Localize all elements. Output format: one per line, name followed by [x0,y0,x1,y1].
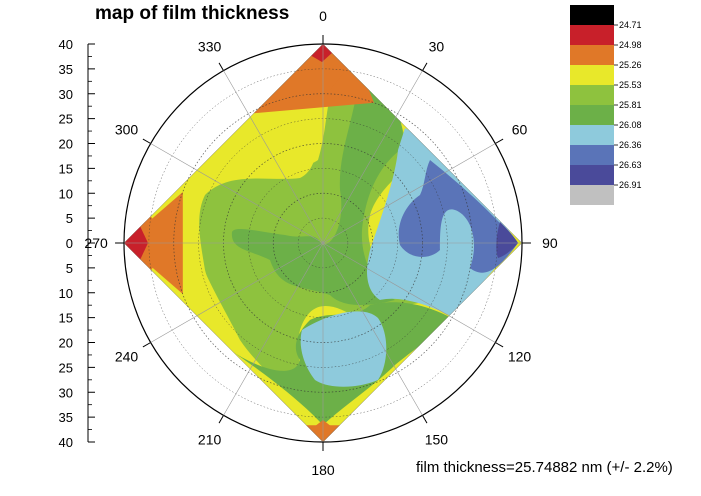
legend-swatch [570,125,614,145]
radial-tick-label: 25 [59,360,73,375]
radial-tick-label: 20 [59,336,73,351]
angular-tick [142,342,151,348]
angular-tick [495,342,504,348]
grid-spoke [223,70,324,244]
contour-edge-band-1 [248,44,374,114]
angular-tick-label: 30 [429,39,445,55]
angular-tick [142,138,151,144]
angular-tick-label: 240 [115,348,139,364]
radial-tick-label: 30 [59,87,73,102]
radial-tick-label: 5 [66,261,73,276]
radial-axis: 40 35 30 25 20 15 10 5 0 5 10 15 20 25 30 35 40 [59,37,95,450]
color-legend: 24.71 24.98 25.26 25.53 25.81 26.08 26.36 26.63… [570,5,642,205]
radial-tick-label: 15 [59,161,73,176]
legend-swatch [570,105,614,125]
region-blue-right [398,160,518,273]
grid-spoke [322,143,496,244]
radial-tick-label: 15 [59,311,73,326]
radial-tick-label: 40 [59,37,73,52]
radial-tick-label: 35 [59,62,73,77]
legend-label: 25.53 [619,80,642,90]
radial-tick-label: 10 [59,186,73,201]
region-yellow-left [160,90,323,360]
angular-tick-label: 90 [542,235,558,251]
angular-tick-label: 270 [84,235,108,251]
legend-swatch [570,25,614,45]
angular-tick-label: 60 [512,122,528,138]
angular-tick-label: 150 [425,432,449,448]
legend-label: 26.63 [619,160,642,170]
grid-spoke [322,242,423,416]
region-lightblue-lower [300,311,387,387]
legend-swatch [570,185,614,205]
sample-outline [124,44,522,442]
angular-tick-label: 210 [198,432,222,448]
angular-tick [218,62,224,71]
angular-tick-label: 300 [115,122,139,138]
radial-tick-label: 35 [59,410,73,425]
polar-grid [115,35,531,451]
radial-tick-label: 0 [66,236,73,251]
region-green-dark [231,70,404,305]
region-darkblue-edge [496,222,518,258]
angular-tick [422,415,428,424]
radial-tick-label: 40 [59,435,73,450]
legend-label: 25.26 [619,60,642,70]
legend-swatch [570,5,614,25]
film-thickness-readout: film thickness=25.74882 nm (+/- 2.2%) [416,459,673,476]
grid-spoke [322,70,423,244]
legend-label: 25.81 [619,100,642,110]
radial-tick-label: 25 [59,112,73,127]
radial-tick-label: 5 [66,211,73,226]
legend-swatch [570,145,614,165]
grid-spoke [322,242,496,343]
legend-label: 26.91 [619,180,642,190]
legend-label: 24.71 [619,20,642,30]
radial-tick-label: 30 [59,385,73,400]
angular-tick [218,415,224,424]
legend-label: 26.36 [619,140,642,150]
angular-tick [422,62,428,71]
radial-tick-label: 20 [59,137,73,152]
grid-spoke [150,242,324,343]
angular-tick-label: 0 [319,8,327,24]
angular-axis: 0 30 60 90 120 150 180 210 240 270 300 330 [84,8,557,478]
grid-spoke [150,143,324,244]
legend-swatch [570,165,614,185]
legend-swatch [570,85,614,105]
angular-tick-label: 120 [508,348,532,364]
chart-title: map of film thickness [95,3,289,24]
grid-spoke [223,242,324,416]
legend-label: 26.08 [619,120,642,130]
legend-swatch [570,65,614,85]
radial-tick-label: 10 [59,286,73,301]
legend-swatch [570,45,614,65]
angular-tick [495,138,504,144]
legend-label: 24.98 [619,40,642,50]
angular-tick-label: 180 [311,462,335,478]
angular-tick-label: 330 [198,39,222,55]
